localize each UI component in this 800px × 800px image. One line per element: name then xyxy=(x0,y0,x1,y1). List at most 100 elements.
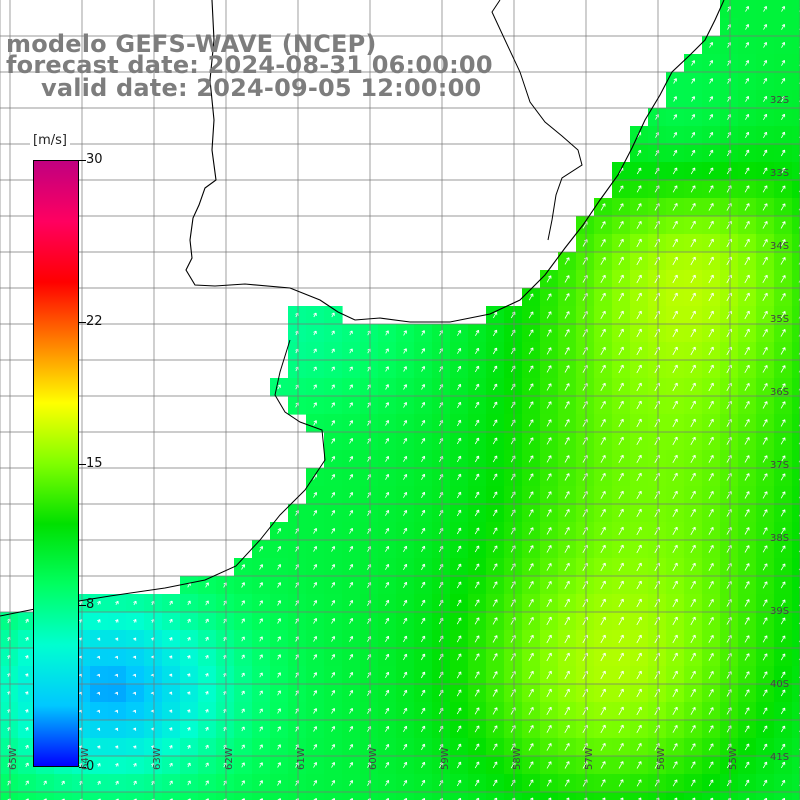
wind-speed-cell xyxy=(72,774,91,793)
wind-speed-cell xyxy=(108,792,127,800)
wind-arrow xyxy=(456,743,462,751)
wind-arrow xyxy=(618,185,624,193)
wind-speed-cell xyxy=(396,486,415,505)
wind-speed-cell xyxy=(738,360,757,379)
wind-speed-cell xyxy=(558,540,577,559)
wind-arrow xyxy=(97,619,101,623)
wind-arrow xyxy=(492,365,498,373)
wind-speed-cell xyxy=(432,486,451,505)
wind-speed-cell xyxy=(774,504,793,523)
wind-arrow xyxy=(636,724,642,734)
latitude-label: 37S xyxy=(770,460,790,471)
wind-arrow xyxy=(492,599,498,607)
wind-arrow xyxy=(618,742,624,751)
wind-speed-cell xyxy=(594,396,613,415)
wind-arrow xyxy=(709,96,713,102)
wind-speed-cell xyxy=(468,594,487,613)
wind-speed-cell xyxy=(684,198,703,217)
wind-arrow xyxy=(780,671,786,679)
wind-arrow xyxy=(169,762,173,768)
wind-speed-cell xyxy=(468,324,487,343)
wind-speed-cell xyxy=(648,720,667,739)
wind-arrow xyxy=(528,743,534,751)
wind-arrow xyxy=(690,670,696,680)
wind-arrow xyxy=(528,455,534,463)
wind-arrow xyxy=(672,670,678,680)
wind-speed-cell xyxy=(792,0,800,19)
wind-speed-cell xyxy=(306,540,325,559)
wind-speed-cell xyxy=(720,162,739,181)
wind-arrow xyxy=(564,455,570,463)
wind-arrow xyxy=(546,761,552,769)
wind-speed-cell xyxy=(360,378,379,397)
wind-speed-cell xyxy=(630,144,649,163)
wind-arrow xyxy=(762,455,768,463)
wind-speed-cell xyxy=(558,306,577,325)
wind-speed-cell xyxy=(648,414,667,433)
wind-speed-cell xyxy=(540,576,559,595)
wind-speed-cell xyxy=(468,648,487,667)
wind-speed-cell xyxy=(720,0,739,19)
wind-arrow xyxy=(690,580,696,590)
wind-speed-cell xyxy=(756,630,775,649)
wind-speed-cell xyxy=(450,594,469,613)
wind-speed-cell xyxy=(540,522,559,541)
wind-speed-cell xyxy=(630,756,649,775)
wind-arrow xyxy=(349,635,354,642)
wind-arrow xyxy=(349,689,354,696)
wind-arrow xyxy=(690,562,696,572)
wind-arrow xyxy=(205,762,209,768)
wind-arrow xyxy=(744,292,750,302)
wind-speed-cell xyxy=(288,612,307,631)
wind-speed-cell xyxy=(216,648,235,667)
wind-speed-cell xyxy=(162,792,181,800)
wind-arrow xyxy=(744,382,750,391)
wind-arrow xyxy=(187,762,191,768)
wind-arrow xyxy=(313,564,317,570)
wind-speed-cell xyxy=(648,738,667,757)
wind-arrow xyxy=(331,402,335,408)
wind-arrow xyxy=(745,6,750,12)
wind-arrow xyxy=(421,743,426,751)
wind-speed-cell xyxy=(594,378,613,397)
wind-arrow xyxy=(169,600,173,606)
wind-speed-cell xyxy=(270,792,289,800)
wind-speed-cell xyxy=(594,306,613,325)
wind-speed-cell xyxy=(648,756,667,775)
wind-speed-cell xyxy=(684,90,703,109)
wind-arrow xyxy=(708,382,714,392)
wind-arrow xyxy=(474,563,480,571)
wind-arrow xyxy=(187,709,191,713)
wind-arrow xyxy=(638,797,642,800)
wind-speed-cell xyxy=(522,630,541,649)
wind-arrow xyxy=(690,328,696,338)
wind-arrow xyxy=(492,689,498,697)
wind-arrow xyxy=(331,348,335,354)
wind-speed-cell xyxy=(540,792,559,800)
wind-speed-cell xyxy=(756,468,775,487)
wind-arrow xyxy=(546,670,552,680)
wind-speed-cell xyxy=(774,126,793,145)
wind-speed-cell xyxy=(774,738,793,757)
latitude-label: 38S xyxy=(770,533,790,544)
wind-speed-cell xyxy=(342,486,361,505)
wind-arrow xyxy=(690,238,696,248)
wind-speed-cell xyxy=(576,540,595,559)
wind-arrow xyxy=(744,185,750,193)
wind-speed-cell xyxy=(378,540,397,559)
wind-speed-cell xyxy=(522,396,541,415)
wind-speed-cell xyxy=(342,324,361,343)
wind-speed-cell xyxy=(684,594,703,613)
wind-speed-cell xyxy=(486,342,505,361)
colorbar-tick-mark xyxy=(79,605,86,607)
wind-speed-cell xyxy=(432,612,451,631)
wind-arrow xyxy=(618,418,624,428)
wind-arrow xyxy=(259,726,263,732)
wind-speed-cell xyxy=(486,414,505,433)
wind-speed-cell xyxy=(396,792,415,800)
wind-arrow xyxy=(492,563,498,571)
wind-speed-cell xyxy=(108,594,127,613)
wind-speed-cell xyxy=(252,648,271,667)
wind-arrow xyxy=(474,509,480,517)
wind-speed-cell xyxy=(774,198,793,217)
